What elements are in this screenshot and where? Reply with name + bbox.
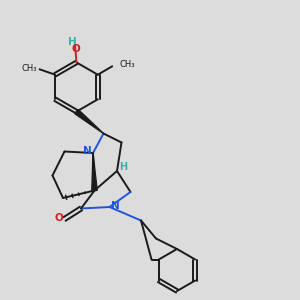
Text: O: O [71, 44, 80, 55]
Text: N: N [82, 146, 91, 156]
Polygon shape [75, 110, 104, 134]
Text: O: O [54, 213, 63, 224]
Text: H: H [68, 37, 77, 47]
Text: H: H [119, 162, 128, 172]
Polygon shape [92, 153, 97, 190]
Text: CH₃: CH₃ [120, 60, 135, 69]
Text: N: N [110, 201, 119, 211]
Text: CH₃: CH₃ [22, 64, 37, 73]
